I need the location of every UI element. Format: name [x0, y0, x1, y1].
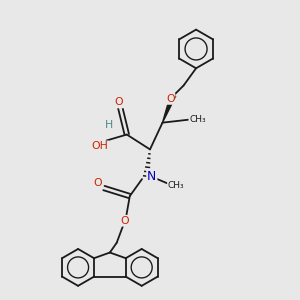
Text: CH₃: CH₃: [168, 181, 184, 190]
Text: O: O: [120, 216, 129, 226]
Text: H: H: [105, 120, 113, 130]
Text: OH: OH: [92, 141, 109, 152]
Text: N: N: [147, 170, 156, 183]
Polygon shape: [163, 94, 176, 123]
Text: O: O: [115, 98, 123, 107]
Text: O: O: [93, 178, 102, 188]
Text: CH₃: CH₃: [189, 115, 206, 124]
Text: O: O: [166, 94, 175, 104]
